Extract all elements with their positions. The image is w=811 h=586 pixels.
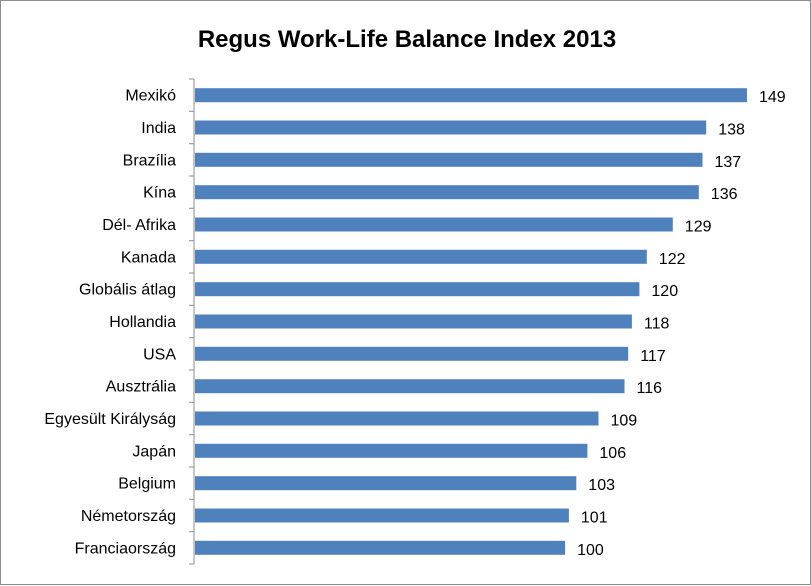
bar bbox=[195, 152, 703, 167]
data-label: 101 bbox=[581, 510, 608, 527]
data-label: 100 bbox=[577, 542, 604, 559]
category-label: Kanada bbox=[121, 249, 176, 266]
bar bbox=[195, 476, 577, 491]
bar bbox=[195, 217, 673, 232]
data-label: 117 bbox=[640, 348, 666, 365]
category-label: Brazília bbox=[123, 152, 176, 169]
data-label: 138 bbox=[718, 122, 745, 139]
chart-title: Regus Work-Life Balance Index 2013 bbox=[198, 26, 616, 53]
category-label: Kína bbox=[143, 185, 176, 202]
data-label: 118 bbox=[644, 316, 670, 333]
category-label: Dél- Afrika bbox=[102, 217, 176, 234]
category-label: Globális átlag bbox=[79, 282, 176, 299]
category-label: Egyesült Királyság bbox=[44, 411, 176, 428]
bar bbox=[195, 346, 629, 361]
data-label: 103 bbox=[588, 477, 615, 494]
data-label: 129 bbox=[685, 219, 712, 236]
bar bbox=[195, 411, 599, 426]
bar bbox=[195, 379, 625, 394]
category-label: Japán bbox=[132, 443, 176, 460]
bar bbox=[195, 249, 647, 264]
data-label: 120 bbox=[651, 283, 678, 300]
data-label: 149 bbox=[759, 89, 786, 106]
category-label: Belgium bbox=[118, 476, 176, 493]
data-label: 136 bbox=[711, 186, 738, 203]
bar bbox=[195, 120, 707, 135]
bar bbox=[195, 88, 747, 103]
data-label: 116 bbox=[637, 380, 663, 397]
data-label: 106 bbox=[599, 445, 626, 462]
category-label: Franciaország bbox=[75, 540, 176, 557]
category-label: Mexikó bbox=[125, 88, 176, 105]
bar bbox=[195, 314, 632, 329]
data-label: 122 bbox=[659, 251, 686, 268]
category-label: Ausztrália bbox=[106, 379, 176, 396]
bar bbox=[195, 443, 588, 458]
category-label: India bbox=[141, 120, 176, 137]
data-label: 137 bbox=[715, 154, 742, 171]
category-label: Hollandia bbox=[109, 314, 176, 331]
bar bbox=[195, 185, 699, 200]
category-label: Németország bbox=[81, 508, 176, 525]
bar bbox=[195, 508, 569, 523]
category-label: USA bbox=[143, 346, 176, 363]
bar bbox=[195, 282, 640, 297]
data-label: 109 bbox=[611, 413, 638, 430]
bar bbox=[195, 540, 566, 555]
bars-group: Mexikó 149 India 138 Brazília 137 Kína 136 Dél- … bbox=[44, 78, 786, 565]
